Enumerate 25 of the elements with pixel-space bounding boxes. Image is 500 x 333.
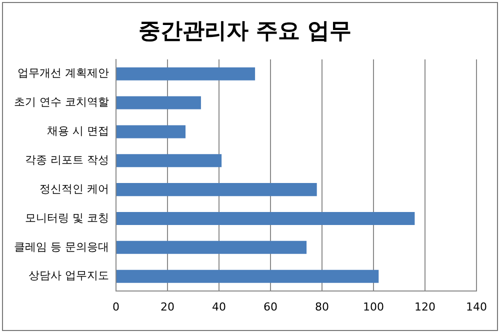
y-tick-label: 초기 연수 코치역할: [14, 96, 109, 109]
bar: [116, 154, 222, 168]
y-tick-label: 클레임 등 문의응대: [14, 240, 109, 254]
bar: [116, 212, 415, 225]
y-tick-label: 상담사 업무지도: [28, 269, 109, 282]
bar: [116, 125, 186, 138]
x-tick-label: 20: [160, 300, 174, 314]
x-tick-label: 80: [315, 300, 329, 314]
x-tick-label: 40: [212, 300, 226, 314]
chart-title: 중간관리자 주요 업무: [138, 18, 352, 44]
x-tick-label: 100: [363, 300, 384, 314]
x-tick-label: 120: [414, 300, 436, 314]
y-tick-label: 업무개선 계획제안: [17, 66, 109, 80]
bar: [116, 270, 379, 283]
x-tick-label: 0: [112, 300, 120, 314]
y-tick-label: 각종 리포트 작성: [24, 153, 109, 166]
bar: [116, 240, 307, 254]
bar: [116, 67, 256, 80]
bar: [116, 96, 201, 110]
x-tick-label: 60: [263, 300, 278, 314]
y-tick-label: 정신적인 케어: [39, 182, 109, 196]
y-tick-label: 채용 시 면접: [46, 124, 109, 138]
y-tick-label: 모니터링 및 코칭: [24, 211, 109, 224]
bar: [116, 183, 317, 196]
x-tick-label: 140: [466, 300, 487, 314]
